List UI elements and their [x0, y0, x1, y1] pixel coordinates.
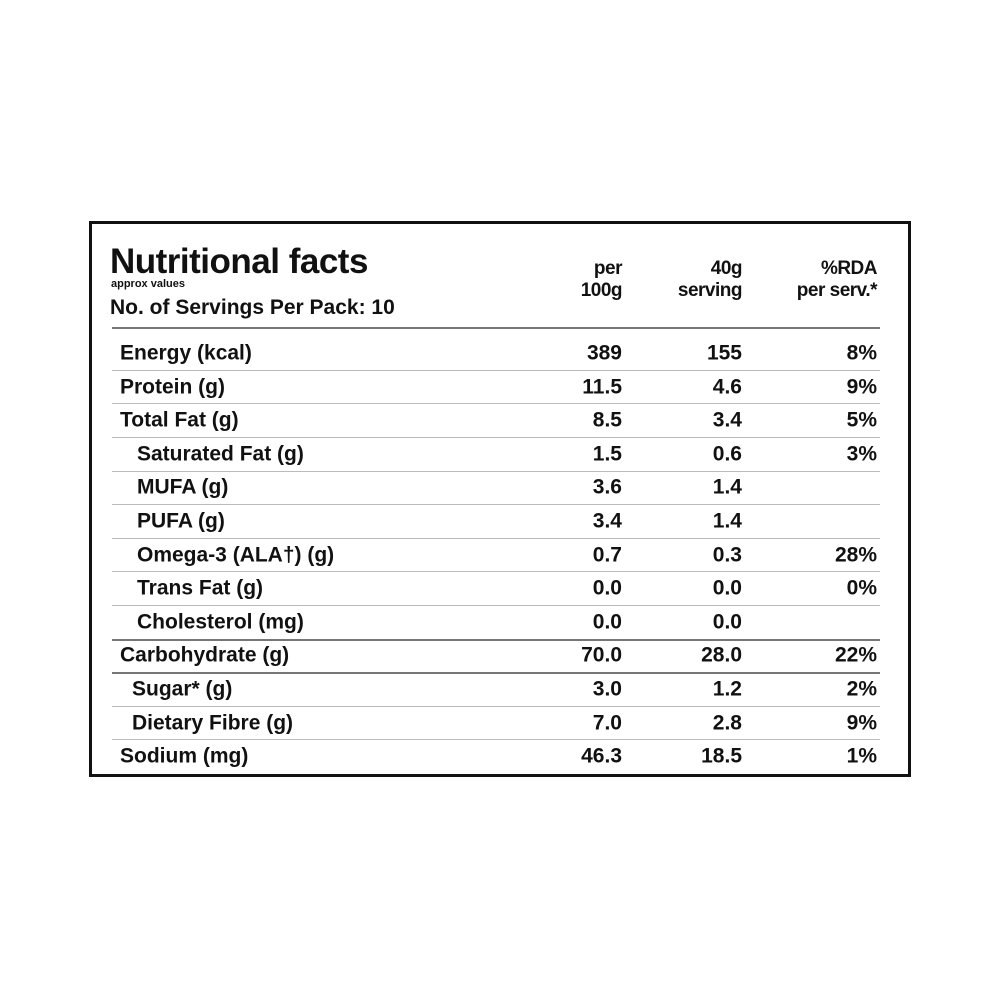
nutrient-value: 28.0: [701, 643, 742, 667]
nutrient-name: Cholesterol (mg): [137, 610, 304, 634]
row-rule: [112, 504, 880, 505]
nutrient-value: 4.6: [712, 375, 742, 399]
row-rule: [112, 437, 880, 438]
column-header: %RDA: [820, 258, 878, 279]
row-rule: [112, 639, 880, 641]
nutrient-value: 3.4: [712, 408, 742, 432]
nutrient-value: 3.6: [592, 475, 622, 499]
nutrient-name: Dietary Fibre (g): [132, 711, 294, 735]
row-rule: [112, 403, 880, 404]
nutrient-value: 1.2: [712, 677, 742, 701]
nutrient-name: MUFA (g): [137, 475, 229, 499]
nutrient-value: 11.5: [582, 375, 622, 399]
nutrient-value: 2%: [846, 677, 877, 701]
nutrient-value: 2.8: [712, 711, 742, 735]
nutrient-value: 3%: [846, 442, 877, 466]
nutrient-value: 7.0: [592, 711, 622, 735]
row-rule: [112, 370, 880, 371]
nutrient-name: Sodium (mg): [120, 744, 249, 768]
nutrient-value: 46.3: [581, 744, 622, 768]
nutrient-value: 8%: [846, 341, 877, 365]
nutrient-value: 3.0: [592, 677, 622, 701]
nutrient-value: 1.4: [712, 509, 742, 533]
nutrient-value: 8.5: [592, 408, 622, 432]
row-rule: [112, 739, 880, 740]
nutrient-value: 3.4: [592, 509, 622, 533]
nutrient-value: 0.0: [592, 576, 622, 600]
nutrient-value: 1.5: [592, 442, 622, 466]
row-rule: [112, 706, 880, 707]
row-rule: [112, 471, 880, 472]
nutrient-value: 0.7: [592, 543, 622, 567]
nutrient-name: Energy (kcal): [120, 341, 252, 365]
label-box: [89, 221, 911, 777]
column-header: 100g: [580, 280, 623, 301]
nutrient-value: 0.0: [712, 576, 742, 600]
row-rule: [112, 605, 880, 606]
nutrient-value: 1%: [846, 744, 877, 768]
nutrient-name: Sugar* (g): [132, 677, 233, 701]
nutrient-value: 70.0: [581, 643, 622, 667]
nutrient-value: 5%: [846, 408, 877, 432]
row-rule: [112, 571, 880, 572]
nutrient-value: 18.5: [701, 744, 742, 768]
nutrient-name: Omega-3 (ALA†) (g): [137, 543, 335, 567]
nutrient-value: 9%: [846, 711, 877, 735]
nutrient-value: 9%: [846, 375, 877, 399]
nutrient-value: 28%: [834, 543, 877, 567]
nutrient-value: 0.3: [712, 543, 742, 567]
nutrient-value: 389: [586, 341, 622, 365]
subtitle: approx values: [111, 278, 185, 290]
nutrient-value: 1.4: [712, 475, 742, 499]
nutrient-name: Carbohydrate (g): [120, 643, 290, 667]
nutrient-value: 22%: [834, 643, 877, 667]
nutrient-value: 0.6: [712, 442, 742, 466]
row-rule: [112, 672, 880, 674]
title: Nutritional facts: [110, 242, 368, 281]
servings: No. of Servings Per Pack: 10: [110, 296, 395, 319]
nutrient-value: 0.0: [592, 610, 622, 634]
nutrient-name: PUFA (g): [137, 509, 225, 533]
nutrient-value: 155: [706, 341, 742, 365]
nutrient-name: Saturated Fat (g): [137, 442, 304, 466]
row-rule: [112, 538, 880, 539]
nutrient-name: Total Fat (g): [120, 408, 239, 432]
column-header: serving: [677, 280, 743, 301]
nutrient-name: Trans Fat (g): [137, 576, 264, 600]
header-rule: [112, 327, 880, 329]
column-header: per serv.*: [796, 280, 878, 301]
nutrient-value: 0.0: [712, 610, 742, 634]
column-header: per: [593, 258, 623, 279]
nutrient-value: 0%: [846, 576, 877, 600]
nutrient-name: Protein (g): [120, 375, 225, 399]
column-header: 40g: [710, 258, 743, 279]
